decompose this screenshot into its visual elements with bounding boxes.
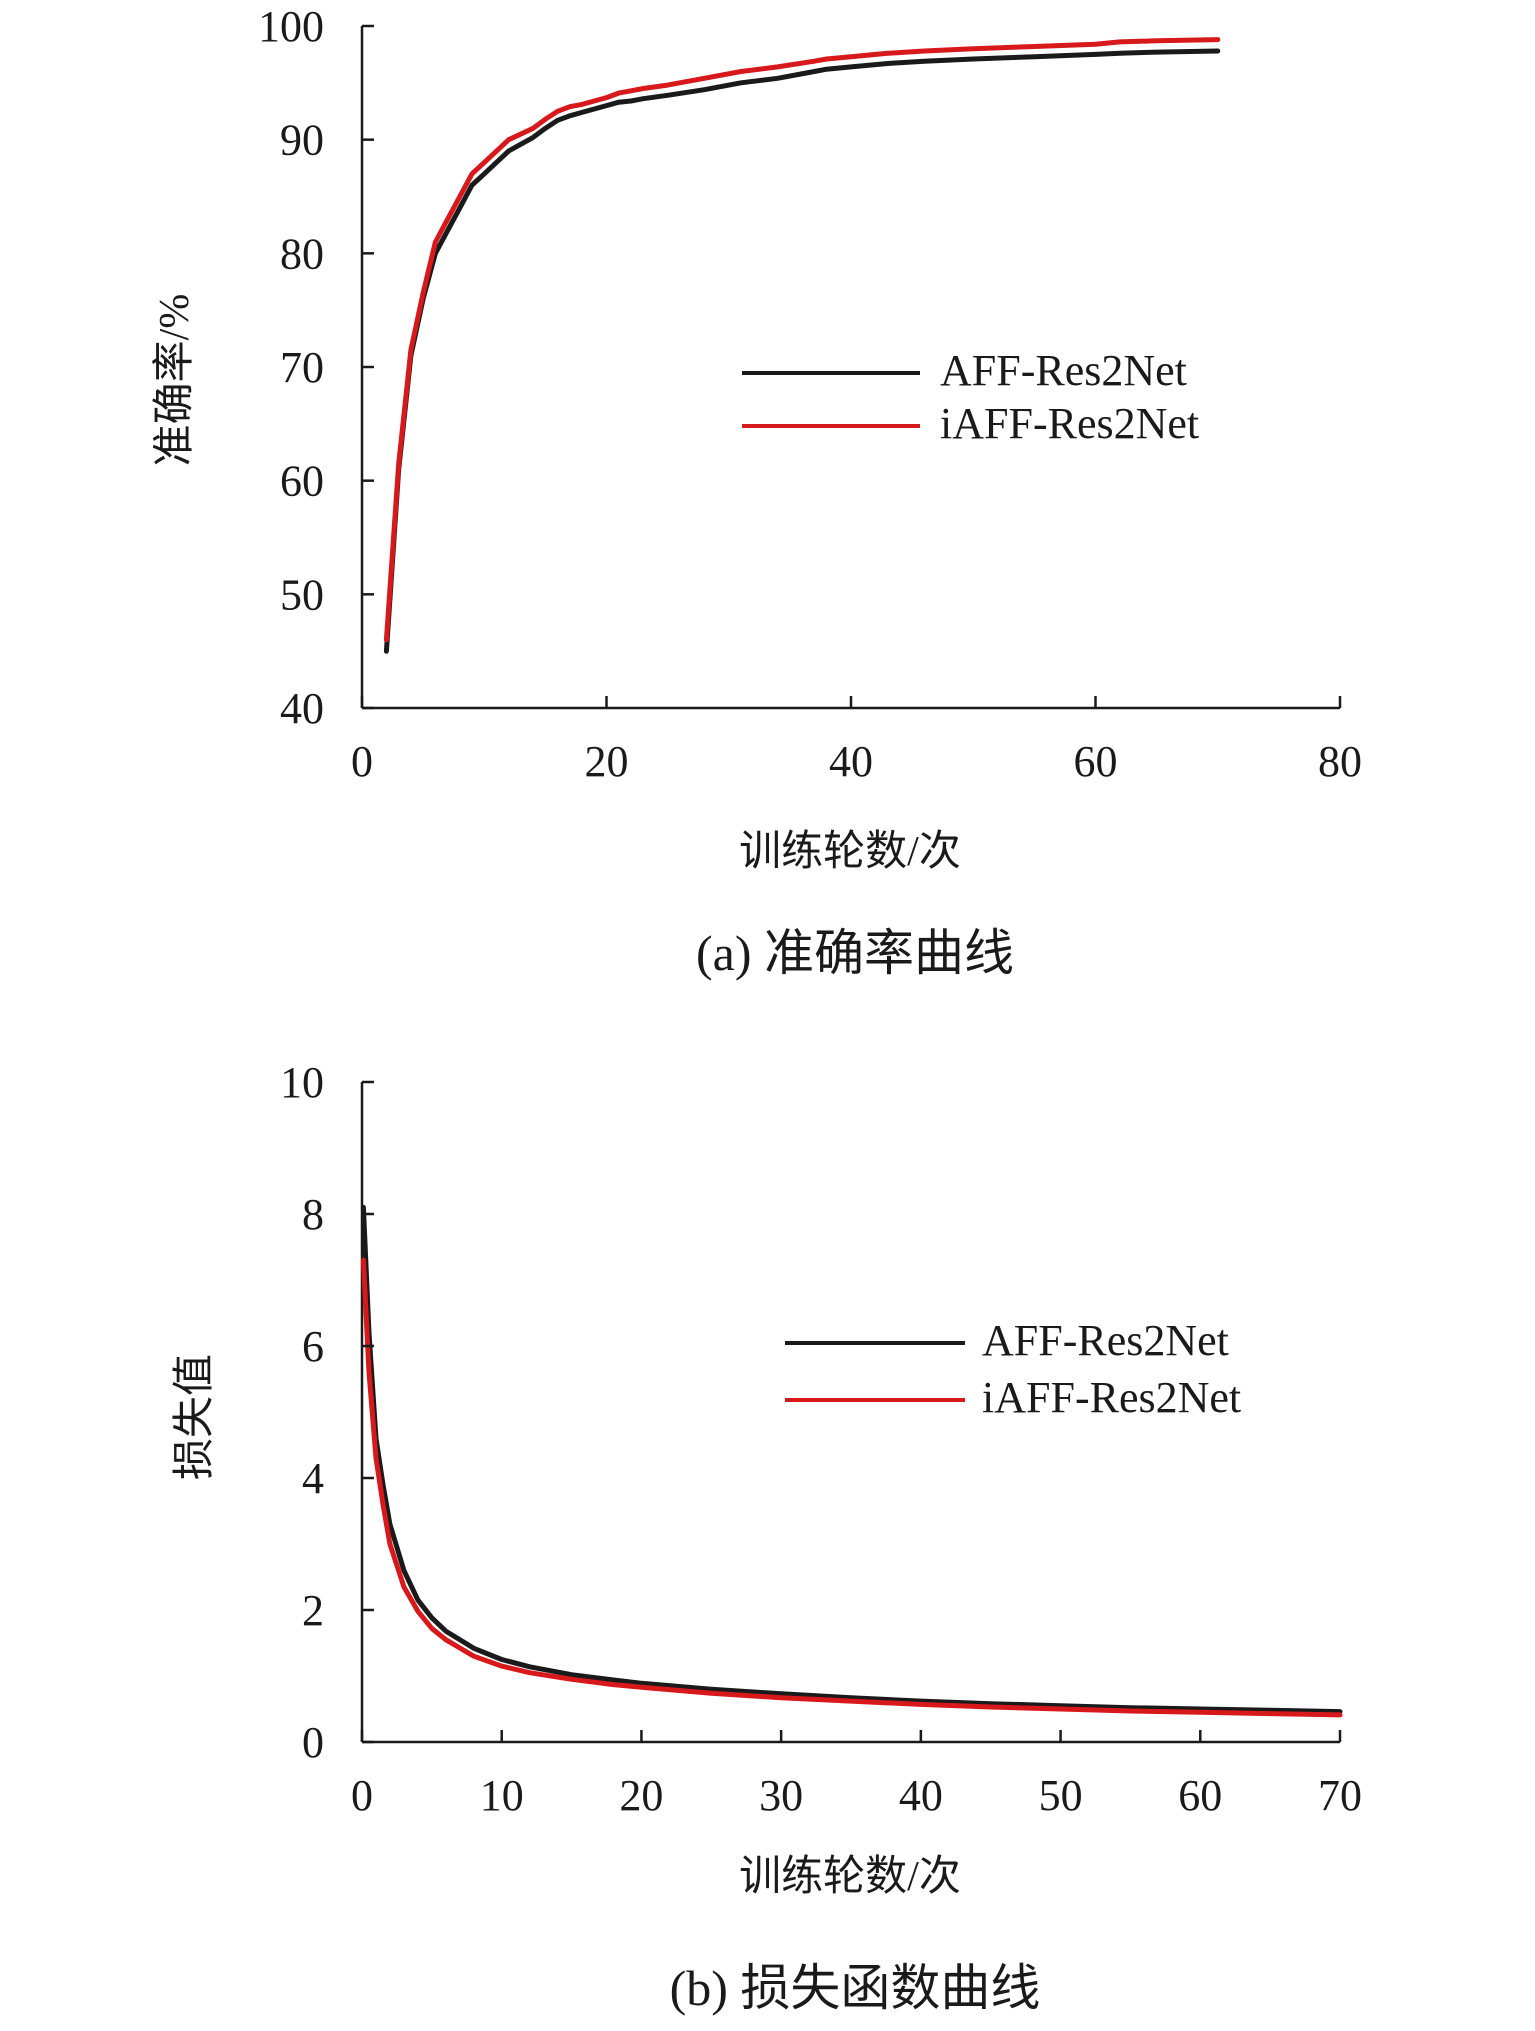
accuracy-legend: AFF-Res2Net iAFF-Res2Net	[742, 346, 1199, 448]
accuracy-y-tick-label: 40	[280, 684, 324, 733]
accuracy-y-tick-label: 100	[258, 2, 324, 51]
loss-legend: AFF-Res2Net iAFF-Res2Net	[785, 1316, 1241, 1422]
accuracy-series	[383, 37, 1221, 654]
legend-label-iaff: iAFF-Res2Net	[940, 399, 1199, 448]
loss-x-tick-label: 40	[899, 1771, 943, 1820]
loss-series-line-1	[360, 1257, 1343, 1718]
loss-caption: (b) 损失函数曲线	[670, 1960, 1041, 2016]
loss-axes	[360, 1082, 1340, 1744]
loss-y-tick-label: 0	[302, 1718, 324, 1767]
accuracy-series-line-1	[383, 37, 1221, 643]
loss-x-tick-label: 0	[351, 1771, 373, 1820]
loss-y-tick-label: 4	[302, 1454, 324, 1503]
accuracy-chart: 40 50 60 70 80 90 100 0 20 40 60 80 准确率/% 训练轮数/次 AF…	[151, 2, 1362, 981]
loss-y-tick-label: 6	[302, 1322, 324, 1371]
accuracy-x-tick-label: 60	[1074, 737, 1118, 786]
legend-label-iaff-loss: iAFF-Res2Net	[982, 1373, 1241, 1422]
accuracy-x-tick-label: 20	[585, 737, 629, 786]
accuracy-y-tick-label: 70	[280, 343, 324, 392]
loss-y-tick-label: 8	[302, 1190, 324, 1239]
loss-x-tick-label: 50	[1039, 1771, 1083, 1820]
loss-y-tick-label: 10	[280, 1058, 324, 1107]
accuracy-axes	[360, 26, 1340, 710]
loss-x-tick-label: 70	[1318, 1771, 1362, 1820]
accuracy-y-tick-label: 50	[280, 570, 324, 619]
accuracy-ticks: 40 50 60 70 80 90 100 0 20 40 60 80	[258, 2, 1362, 786]
loss-xlabel: 训练轮数/次	[739, 1853, 961, 1900]
loss-x-tick-label: 10	[480, 1771, 524, 1820]
accuracy-y-tick-label: 60	[280, 457, 324, 506]
accuracy-xlabel: 训练轮数/次	[739, 828, 961, 875]
legend-label-aff: AFF-Res2Net	[940, 346, 1187, 395]
accuracy-caption: (a) 准确率曲线	[696, 925, 1014, 981]
accuracy-y-tick-label: 90	[280, 116, 324, 165]
loss-y-tick-label: 2	[302, 1586, 324, 1635]
loss-ylabel: 损失值	[172, 1354, 218, 1480]
accuracy-series-line-0	[383, 48, 1221, 654]
loss-x-tick-label: 60	[1178, 1771, 1222, 1820]
loss-x-tick-label: 30	[759, 1771, 803, 1820]
accuracy-x-tick-label: 40	[829, 737, 873, 786]
legend-label-aff-loss: AFF-Res2Net	[982, 1316, 1229, 1365]
loss-series	[360, 1204, 1343, 1718]
accuracy-x-tick-label: 80	[1318, 737, 1362, 786]
accuracy-ylabel: 准确率/%	[151, 294, 198, 467]
accuracy-y-tick-label: 80	[280, 229, 324, 278]
accuracy-x-tick-label: 0	[351, 737, 373, 786]
loss-chart: 0 2 4 6 8 10 0 10 20 30 40 50 60 70 损失值 训练轮数/次 AFF-Re…	[172, 1058, 1362, 2016]
loss-series-line-0	[360, 1204, 1343, 1715]
loss-ticks: 0 2 4 6 8 10 0 10 20 30 40 50 60 70	[280, 1058, 1362, 1820]
loss-x-tick-label: 20	[619, 1771, 663, 1820]
